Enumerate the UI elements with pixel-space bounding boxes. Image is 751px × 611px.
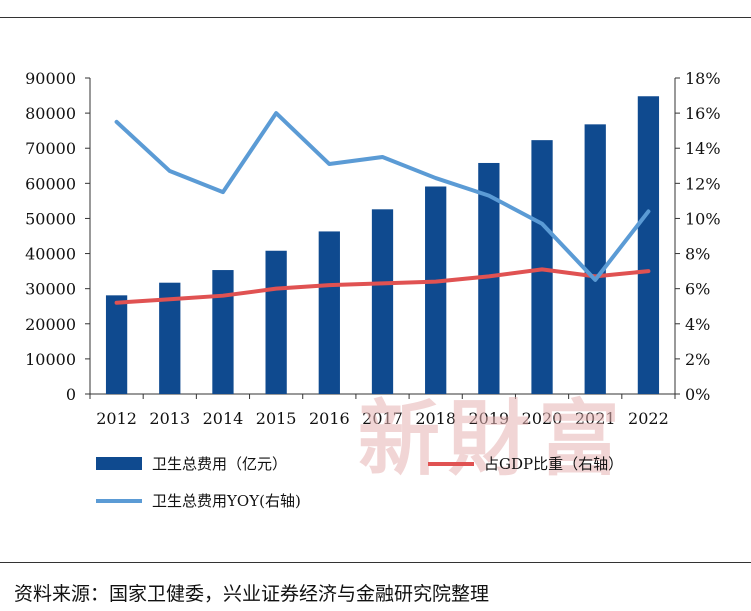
gdp-share-line — [114, 267, 651, 305]
y-right-tick-label: 8% — [685, 245, 710, 264]
x-tick-label: 2014 — [203, 409, 244, 428]
legend-swatch-yoy — [96, 498, 142, 503]
y-right-tick-label: 4% — [685, 315, 710, 334]
x-tick-label: 2016 — [309, 409, 350, 428]
source-note: 资料来源：国家卫健委，兴业证券经济与金融研究院整理 — [14, 583, 490, 605]
chart: 0 10000 20000 30000 40000 50000 60000 70000 8000… — [25, 69, 720, 428]
y-right-tick-label: 0% — [685, 385, 710, 404]
x-tick-label: 2021 — [575, 409, 616, 428]
bar — [371, 209, 394, 394]
tick-labels: 0 10000 20000 30000 40000 50000 60000 70000 8000… — [25, 69, 720, 428]
legend-item-bar: 卫生总费用（亿元） — [96, 453, 287, 474]
y-left-tick-label: 0 — [66, 385, 76, 404]
y-right-tick-label: 6% — [685, 280, 710, 299]
y-left-tick-label: 90000 — [25, 69, 76, 88]
legend-label-yoy: 卫生总费用YOY(右轴) — [152, 492, 301, 510]
watermark: 新財富 — [358, 391, 629, 487]
y-right-tick-label: 14% — [685, 139, 721, 158]
x-tick-label: 2015 — [256, 409, 297, 428]
bar — [265, 250, 287, 394]
bar — [105, 295, 128, 394]
bar — [212, 270, 234, 394]
bar — [159, 282, 181, 394]
legend-swatch-bar — [96, 457, 142, 470]
axes — [85, 77, 680, 399]
y-right-tick-label: 2% — [685, 350, 710, 369]
x-tick-label: 2012 — [96, 409, 137, 428]
x-tick-label: 2017 — [362, 409, 403, 428]
y-left-tick-label: 10000 — [25, 350, 76, 369]
x-tick-label: 2018 — [415, 409, 456, 428]
bar — [318, 231, 340, 394]
bar-series — [105, 96, 660, 394]
bar — [584, 124, 606, 394]
yoy-line — [114, 111, 651, 282]
y-left-tick-label: 30000 — [25, 280, 76, 299]
legend-item-gdp: 占GDP比重（右轴） — [428, 453, 623, 474]
legend-label-gdp: 占GDP比重（右轴） — [484, 455, 624, 473]
y-right-tick-label: 12% — [685, 174, 721, 193]
x-tick-label: 2022 — [628, 409, 669, 428]
line-series — [114, 111, 651, 305]
y-left-tick-label: 80000 — [25, 104, 76, 123]
y-left-tick-label: 70000 — [25, 139, 76, 158]
legend-label-bar: 卫生总费用（亿元） — [152, 455, 288, 473]
y-right-tick-label: 10% — [685, 209, 721, 228]
x-tick-label: 2020 — [522, 409, 563, 428]
bar — [637, 96, 660, 394]
x-tick-label: 2013 — [149, 409, 190, 428]
bar — [425, 186, 447, 394]
y-left-tick-label: 20000 — [25, 315, 76, 334]
y-left-tick-label: 60000 — [25, 174, 76, 193]
y-right-tick-label: 18% — [685, 69, 721, 88]
y-left-tick-label: 50000 — [25, 209, 76, 228]
y-left-tick-label: 40000 — [25, 245, 76, 264]
legend-item-yoy: 卫生总费用YOY(右轴) — [96, 490, 301, 511]
top-rule — [0, 17, 751, 18]
bar — [531, 140, 553, 394]
bar — [478, 162, 500, 394]
y-right-tick-label: 16% — [685, 104, 721, 123]
x-tick-label: 2019 — [469, 409, 510, 428]
bottom-rule — [0, 562, 751, 563]
legend-swatch-gdp — [428, 461, 474, 466]
